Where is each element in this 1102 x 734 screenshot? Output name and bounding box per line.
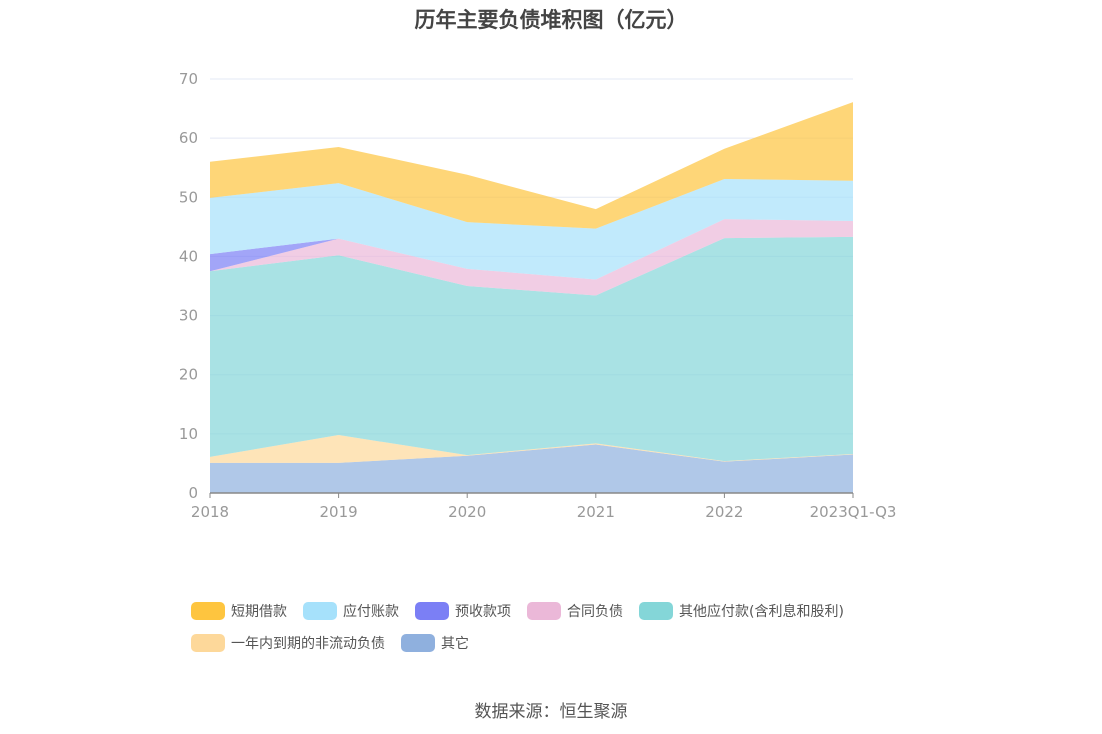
x-tick-label: 2021 bbox=[577, 503, 615, 521]
legend-swatch bbox=[191, 634, 225, 652]
legend-row: 短期借款 应付账款 预收款项 合同负债 其他应付款(含利息和股利) bbox=[191, 595, 911, 627]
legend-swatch bbox=[303, 602, 337, 620]
legend-swatch bbox=[415, 602, 449, 620]
legend-label: 预收款项 bbox=[455, 604, 511, 620]
y-tick-label: 10 bbox=[179, 425, 198, 443]
legend: 短期借款 应付账款 预收款项 合同负债 其他应付款(含利息和股利) 一年内到期的非流动负债… bbox=[191, 595, 911, 659]
x-tick-label: 2020 bbox=[448, 503, 486, 521]
data-source: 数据来源：恒生聚源 bbox=[474, 702, 628, 722]
y-tick-label: 0 bbox=[188, 484, 198, 502]
area-6 bbox=[210, 102, 853, 229]
legend-item[interactable]: 应付账款 bbox=[303, 601, 399, 621]
legend-item[interactable]: 短期借款 bbox=[191, 601, 287, 621]
legend-item[interactable]: 合同负债 bbox=[527, 601, 623, 621]
legend-swatch bbox=[639, 602, 673, 620]
legend-item[interactable]: 一年内到期的非流动负债 bbox=[191, 633, 385, 653]
legend-swatch bbox=[191, 602, 225, 620]
legend-label: 其它 bbox=[441, 636, 469, 652]
y-tick-label: 30 bbox=[179, 307, 198, 325]
y-tick-label: 60 bbox=[179, 129, 198, 147]
area-3 bbox=[210, 219, 853, 296]
legend-item[interactable]: 其他应付款(含利息和股利) bbox=[639, 601, 844, 621]
chart-title: 历年主要负债堆积图（亿元） bbox=[414, 8, 688, 32]
legend-label: 合同负债 bbox=[567, 604, 623, 620]
legend-label: 一年内到期的非流动负债 bbox=[231, 636, 385, 652]
area-2 bbox=[210, 236, 853, 462]
legend-item[interactable]: 其它 bbox=[401, 633, 469, 653]
legend-label: 其他应付款(含利息和股利) bbox=[679, 604, 844, 620]
legend-label: 短期借款 bbox=[231, 604, 287, 620]
x-tick-label: 2018 bbox=[191, 503, 229, 521]
legend-swatch bbox=[527, 602, 561, 620]
area-1 bbox=[210, 435, 853, 463]
x-tick-label: 2023Q1-Q3 bbox=[810, 503, 897, 521]
legend-swatch bbox=[401, 634, 435, 652]
y-tick-label: 70 bbox=[179, 70, 198, 88]
x-tick-label: 2019 bbox=[320, 503, 358, 521]
legend-label: 应付账款 bbox=[343, 604, 399, 620]
legend-row: 一年内到期的非流动负债 其它 bbox=[191, 627, 911, 659]
y-tick-label: 50 bbox=[179, 188, 198, 206]
stacked-area-plot: 0 10 20 30 40 50 60 70 2018 2019 2020 2021 2022 2023Q… bbox=[179, 70, 897, 521]
legend-item[interactable]: 预收款项 bbox=[415, 601, 511, 621]
area-5 bbox=[210, 178, 853, 280]
area-0 bbox=[210, 444, 853, 493]
y-tick-label: 40 bbox=[179, 247, 198, 265]
y-tick-label: 20 bbox=[179, 366, 198, 384]
x-tick-label: 2022 bbox=[705, 503, 743, 521]
